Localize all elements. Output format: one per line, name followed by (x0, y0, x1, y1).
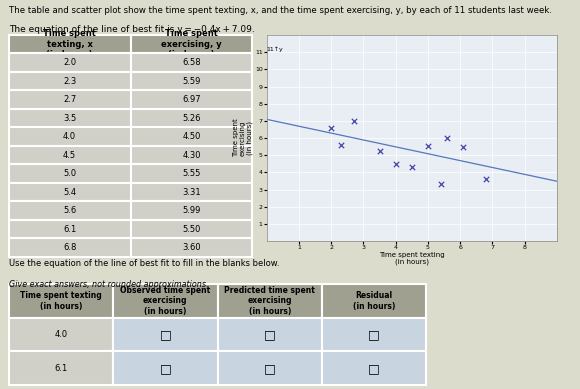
Point (481, 176, 491, 182)
Text: Use the equation of the line of best fit to fill in the blanks below.: Use the equation of the line of best fit… (9, 259, 279, 268)
Text: 11↑y: 11↑y (267, 47, 284, 52)
Y-axis label: Time spent
exercising
(in hours): Time spent exercising (in hours) (233, 119, 253, 158)
Point (391, 161, 400, 167)
Text: The equation of the line of best fit is y = −0.4x + 7.09.: The equation of the line of best fit is … (9, 25, 255, 34)
Point (436, 181, 445, 187)
Point (375, 148, 384, 154)
Point (423, 143, 433, 149)
Point (407, 164, 416, 170)
Point (336, 142, 346, 148)
Point (349, 118, 358, 124)
Point (327, 125, 336, 131)
X-axis label: Time spent texting
(in hours): Time spent texting (in hours) (379, 252, 445, 265)
Point (443, 135, 452, 141)
Text: The table and scatter plot show the time spent texting, x, and the time spent ex: The table and scatter plot show the time… (9, 6, 552, 15)
Point (459, 144, 468, 150)
Text: Give exact answers, not rounded approximations.: Give exact answers, not rounded approxim… (9, 280, 208, 289)
